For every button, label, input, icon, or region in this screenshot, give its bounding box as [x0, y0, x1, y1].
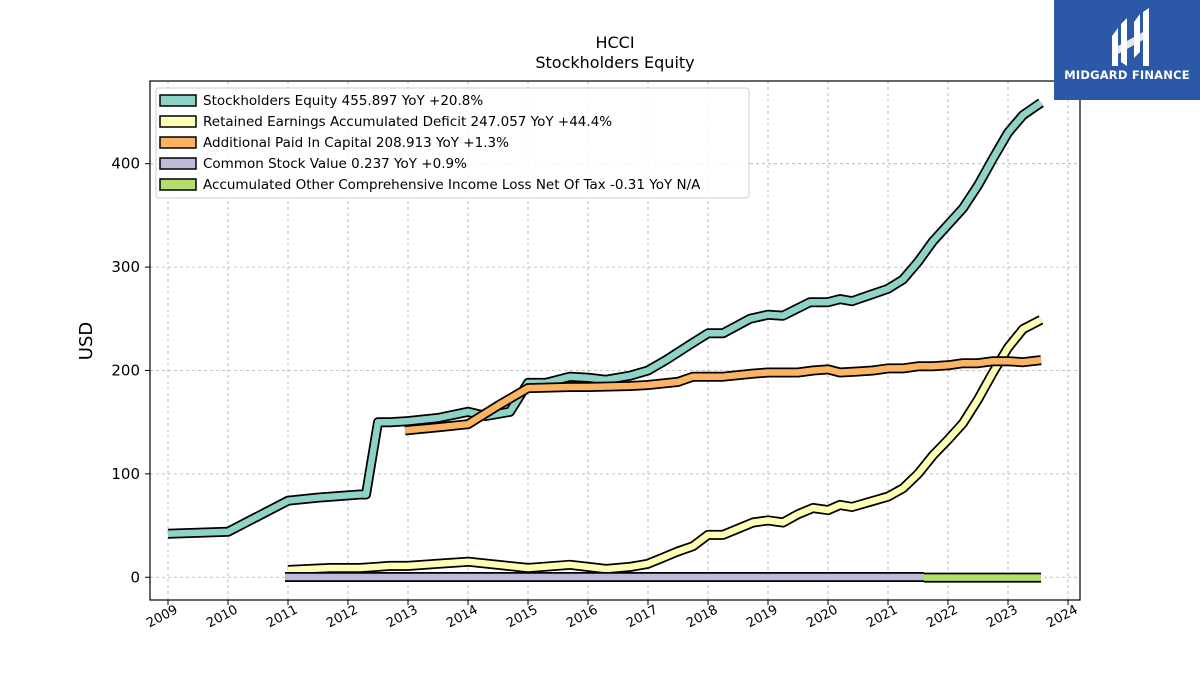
y-axis-label: USD: [76, 322, 97, 360]
series-1: [167, 98, 1044, 539]
y-tick-label: 100: [111, 465, 140, 483]
series-line: [287, 316, 1043, 574]
legend-label: Common Stock Value 0.237 YoY +0.9%: [203, 156, 467, 172]
logo-mark-icon: [1112, 8, 1149, 66]
x-tick-label: 2016: [564, 603, 600, 632]
y-tick-label: 0: [130, 568, 140, 586]
legend-swatch: [159, 94, 197, 107]
x-tick-label: 2015: [504, 603, 540, 632]
legend-label: Stockholders Equity 455.897 YoY +20.8%: [203, 93, 483, 109]
x-tick-label: 2012: [324, 603, 360, 632]
x-tick-label: 2010: [204, 603, 240, 632]
legend-label: Additional Paid In Capital 208.913 YoY +…: [203, 135, 509, 151]
x-tick-label: 2014: [444, 603, 480, 632]
chart-subtitle: Stockholders Equity: [535, 53, 694, 72]
y-tick-label: 200: [111, 361, 140, 379]
x-tick-label: 2017: [624, 603, 660, 632]
legend-swatch: [159, 136, 197, 149]
x-tick-label: 2018: [684, 603, 720, 632]
y-tick-label: 400: [111, 155, 140, 173]
x-tick-label: 2020: [804, 603, 840, 632]
x-tick-label: 2022: [924, 603, 960, 632]
x-tick-label: 2019: [744, 603, 780, 632]
legend-label: Accumulated Other Comprehensive Income L…: [203, 177, 701, 193]
x-tick-label: 2024: [1044, 603, 1080, 632]
x-tick-label: 2011: [264, 603, 300, 632]
series-line: [167, 100, 1043, 538]
midgard-finance-logo: MIDGARD FINANCE: [1054, 0, 1200, 100]
series-3: [404, 355, 1042, 436]
y-tick-label: 300: [111, 258, 140, 276]
legend-box: [155, 87, 750, 199]
legend-swatch: [159, 157, 197, 170]
plot-frame: [149, 80, 1081, 601]
logo-text: MIDGARD FINANCE: [1064, 68, 1190, 82]
x-tick-label: 2009: [144, 603, 180, 632]
x-tick-label: 2013: [384, 603, 420, 632]
legend: Stockholders Equity 455.897 YoY +20.8% Re…: [155, 87, 750, 199]
series-2: [287, 315, 1044, 575]
legend-swatch: [159, 115, 197, 128]
axis-ticks: 2009 2010 2011 2012 2013 2014 2015 2016 2017 2018…: [111, 155, 1080, 632]
legend-label: Retained Earnings Accumulated Deficit 24…: [203, 114, 612, 130]
x-tick-label: 2023: [984, 603, 1020, 632]
x-tick-label: 2021: [864, 603, 900, 632]
series-line: [404, 356, 1042, 434]
legend-swatch: [159, 178, 197, 191]
chart-title: HCCI: [595, 33, 634, 52]
series-layer: [167, 98, 1044, 583]
